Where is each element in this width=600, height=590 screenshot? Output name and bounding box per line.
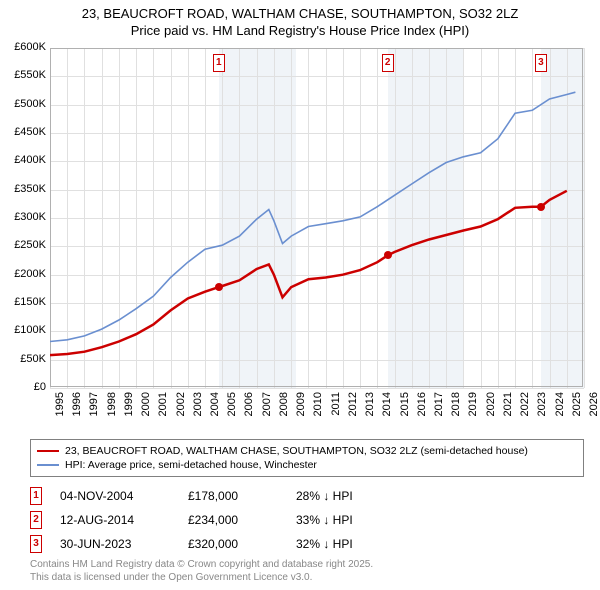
y-axis-label: £500K	[6, 98, 46, 110]
chart-legend: 23, BEAUCROFT ROAD, WALTHAM CHASE, SOUTH…	[30, 439, 584, 477]
legend-label: HPI: Average price, semi-detached house,…	[65, 459, 317, 471]
row-date: 04-NOV-2004	[60, 489, 170, 503]
x-axis-label: 1999	[123, 392, 135, 432]
x-axis-label: 2023	[536, 392, 548, 432]
x-axis-label: 2024	[554, 392, 566, 432]
sale-dot	[215, 283, 223, 291]
chart-title-line1: 23, BEAUCROFT ROAD, WALTHAM CHASE, SOUTH…	[0, 0, 600, 23]
y-axis-label: £150K	[6, 296, 46, 308]
legend-item: HPI: Average price, semi-detached house,…	[37, 458, 577, 472]
table-row: 3 30-JUN-2023 £320,000 32% ↓ HPI	[30, 532, 584, 556]
row-price: £320,000	[188, 537, 278, 551]
line-series-svg	[50, 48, 584, 388]
x-axis-label: 2026	[588, 392, 600, 432]
y-axis-label: £50K	[6, 353, 46, 365]
y-axis-label: £600K	[6, 41, 46, 53]
row-delta: 32% ↓ HPI	[296, 537, 396, 551]
x-axis-label: 2001	[157, 392, 169, 432]
x-axis-label: 2003	[192, 392, 204, 432]
x-axis-label: 2018	[450, 392, 462, 432]
x-axis-label: 2021	[502, 392, 514, 432]
y-axis-label: £450K	[6, 126, 46, 138]
sale-marker: 3	[535, 54, 547, 72]
legend-swatch	[37, 464, 59, 466]
sale-marker: 1	[213, 54, 225, 72]
y-axis-label: £350K	[6, 183, 46, 195]
x-axis-label: 2002	[175, 392, 187, 432]
y-axis-label: £550K	[6, 69, 46, 81]
y-axis-label: £400K	[6, 154, 46, 166]
x-axis-label: 2006	[243, 392, 255, 432]
footer-line2: This data is licensed under the Open Gov…	[30, 571, 373, 584]
row-marker: 3	[30, 535, 42, 553]
y-axis-label: £250K	[6, 239, 46, 251]
x-axis-label: 2015	[399, 392, 411, 432]
x-axis-label: 2025	[571, 392, 583, 432]
row-marker: 1	[30, 487, 42, 505]
legend-item: 23, BEAUCROFT ROAD, WALTHAM CHASE, SOUTH…	[37, 444, 577, 458]
grid-line-horizontal	[50, 388, 584, 389]
table-row: 1 04-NOV-2004 £178,000 28% ↓ HPI	[30, 484, 584, 508]
x-axis-label: 1997	[88, 392, 100, 432]
x-axis-label: 2005	[226, 392, 238, 432]
footer-line1: Contains HM Land Registry data © Crown c…	[30, 558, 373, 571]
row-price: £178,000	[188, 489, 278, 503]
legend-swatch	[37, 450, 59, 453]
row-marker: 2	[30, 511, 42, 529]
x-axis-label: 2007	[261, 392, 273, 432]
x-axis-label: 1995	[54, 392, 66, 432]
sale-dot	[537, 203, 545, 211]
row-price: £234,000	[188, 513, 278, 527]
legend-label: 23, BEAUCROFT ROAD, WALTHAM CHASE, SOUTH…	[65, 445, 528, 457]
chart-plot-area: 1 2 3	[50, 48, 584, 388]
x-axis-label: 2010	[312, 392, 324, 432]
x-axis-label: 2012	[347, 392, 359, 432]
x-axis-label: 2000	[140, 392, 152, 432]
series-hpi	[50, 92, 575, 341]
x-axis-label: 2017	[433, 392, 445, 432]
y-axis-label: £100K	[6, 324, 46, 336]
y-axis-label: £300K	[6, 211, 46, 223]
x-axis-label: 2011	[330, 392, 342, 432]
sale-marker: 2	[382, 54, 394, 72]
row-date: 12-AUG-2014	[60, 513, 170, 527]
table-row: 2 12-AUG-2014 £234,000 33% ↓ HPI	[30, 508, 584, 532]
footer-attribution: Contains HM Land Registry data © Crown c…	[30, 558, 373, 584]
y-axis-label: £0	[6, 381, 46, 393]
y-axis-label: £200K	[6, 268, 46, 280]
x-axis-label: 2009	[295, 392, 307, 432]
x-axis-label: 1996	[71, 392, 83, 432]
row-delta: 28% ↓ HPI	[296, 489, 396, 503]
row-delta: 33% ↓ HPI	[296, 513, 396, 527]
x-axis-label: 2022	[519, 392, 531, 432]
x-axis-label: 2008	[278, 392, 290, 432]
x-axis-label: 2020	[485, 392, 497, 432]
x-axis-label: 1998	[106, 392, 118, 432]
sales-table: 1 04-NOV-2004 £178,000 28% ↓ HPI 2 12-AUG-201…	[30, 484, 584, 556]
chart-title-line2: Price paid vs. HM Land Registry's House …	[0, 23, 600, 44]
row-date: 30-JUN-2023	[60, 537, 170, 551]
grid-line-vertical	[584, 48, 585, 388]
x-axis-label: 2004	[209, 392, 221, 432]
x-axis-label: 2016	[416, 392, 428, 432]
x-axis-label: 2013	[364, 392, 376, 432]
x-axis-label: 2019	[467, 392, 479, 432]
x-axis-label: 2014	[381, 392, 393, 432]
series-price_paid	[50, 191, 567, 355]
sale-dot	[384, 251, 392, 259]
